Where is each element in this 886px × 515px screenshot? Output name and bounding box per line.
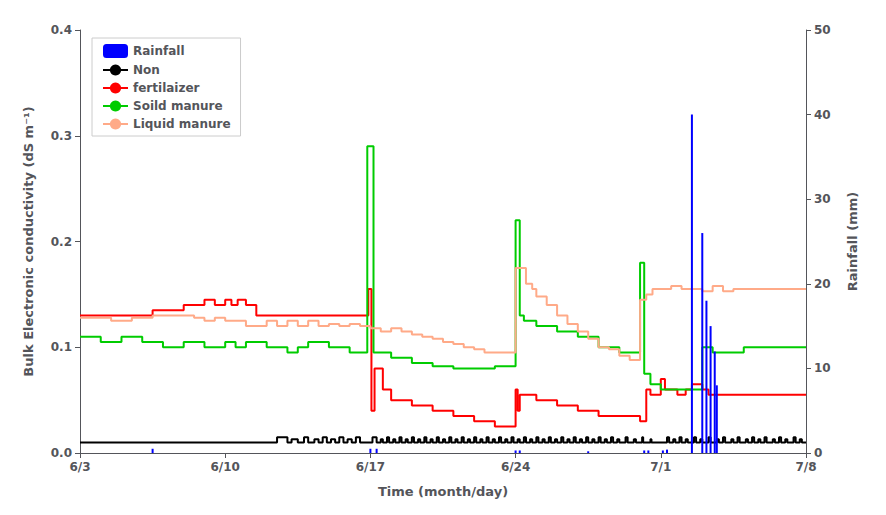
svg-text:Rainfall (mm): Rainfall (mm) xyxy=(845,192,860,291)
svg-text:0: 0 xyxy=(814,446,822,460)
svg-text:30: 30 xyxy=(814,192,831,206)
svg-text:0.1: 0.1 xyxy=(51,340,72,354)
svg-text:Time (month/day): Time (month/day) xyxy=(378,484,508,499)
svg-text:Liquid manure: Liquid manure xyxy=(133,117,231,131)
svg-text:Rainfall: Rainfall xyxy=(133,44,185,58)
svg-text:7/1: 7/1 xyxy=(650,460,671,474)
svg-text:0.3: 0.3 xyxy=(51,129,72,143)
svg-text:6/3: 6/3 xyxy=(69,460,90,474)
svg-text:0.4: 0.4 xyxy=(51,23,72,37)
svg-text:Non: Non xyxy=(133,63,160,77)
svg-text:10: 10 xyxy=(814,361,831,375)
svg-text:Bulk Electronic conductivity (: Bulk Electronic conductivity (dS m⁻¹) xyxy=(21,106,36,376)
svg-text:20: 20 xyxy=(814,277,831,291)
svg-text:40: 40 xyxy=(814,108,831,122)
svg-text:6/24: 6/24 xyxy=(501,460,530,474)
svg-text:fertilaizer: fertilaizer xyxy=(133,81,200,95)
svg-text:7/8: 7/8 xyxy=(795,460,816,474)
svg-text:0.0: 0.0 xyxy=(51,446,72,460)
svg-text:50: 50 xyxy=(814,23,831,37)
svg-text:6/17: 6/17 xyxy=(356,460,385,474)
svg-text:Soild manure: Soild manure xyxy=(133,99,223,113)
svg-text:6/10: 6/10 xyxy=(210,460,239,474)
svg-text:0.2: 0.2 xyxy=(51,235,72,249)
